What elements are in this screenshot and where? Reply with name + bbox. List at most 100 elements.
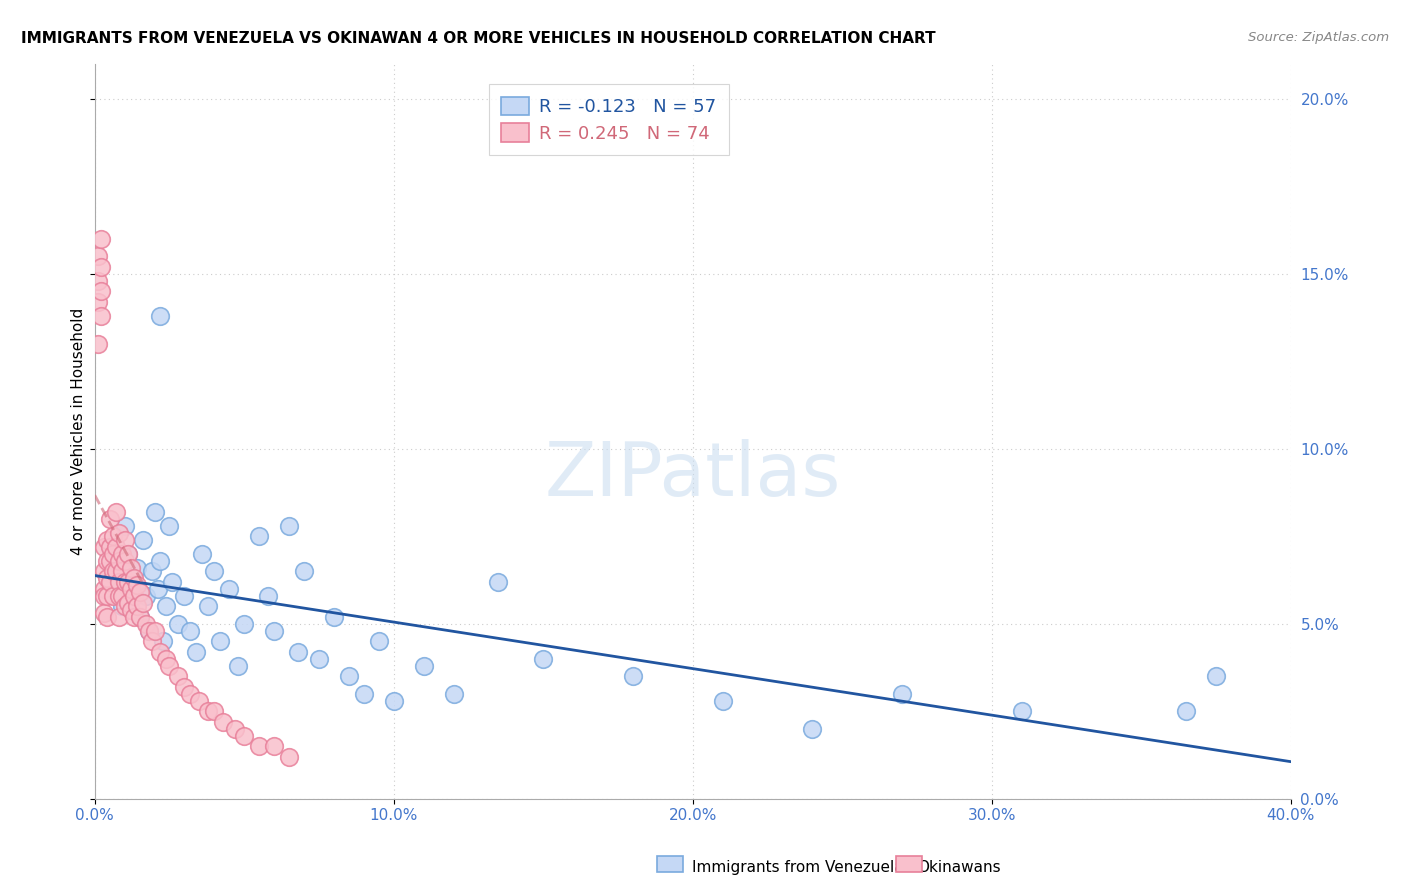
Point	[96, 571, 118, 585]
Point	[531, 652, 554, 666]
Point	[114, 574, 136, 589]
Point	[104, 554, 127, 568]
Point	[197, 599, 219, 614]
Point	[143, 624, 166, 638]
Point	[93, 589, 115, 603]
Point	[114, 571, 136, 585]
Point	[120, 582, 142, 596]
Point	[90, 285, 112, 299]
Point	[107, 610, 129, 624]
Point	[122, 589, 145, 603]
Text: Okinawans: Okinawans	[917, 861, 1001, 875]
Point	[90, 260, 112, 274]
Point	[167, 616, 190, 631]
Point	[128, 585, 150, 599]
Point	[486, 574, 509, 589]
Point	[197, 704, 219, 718]
Point	[117, 547, 139, 561]
Point	[114, 533, 136, 547]
Text: ZIPatlas: ZIPatlas	[544, 439, 841, 512]
Point	[292, 565, 315, 579]
Point	[93, 540, 115, 554]
Point	[111, 589, 134, 603]
Point	[135, 616, 157, 631]
Point	[141, 565, 163, 579]
Point	[224, 722, 246, 736]
Point	[114, 519, 136, 533]
Point	[152, 634, 174, 648]
Legend: R = -0.123   N = 57, R = 0.245   N = 74: R = -0.123 N = 57, R = 0.245 N = 74	[489, 84, 730, 155]
Point	[167, 669, 190, 683]
Point	[278, 749, 301, 764]
Point	[173, 589, 195, 603]
Point	[146, 582, 169, 596]
Point	[1205, 669, 1227, 683]
Point	[143, 505, 166, 519]
Point	[131, 533, 153, 547]
Point	[107, 554, 129, 568]
Point	[117, 547, 139, 561]
Point	[86, 274, 108, 288]
Point	[149, 645, 172, 659]
Point	[111, 547, 134, 561]
Point	[101, 529, 124, 543]
Point	[120, 574, 142, 589]
Point	[93, 565, 115, 579]
Point	[367, 634, 389, 648]
Point	[90, 309, 112, 323]
Point	[125, 599, 148, 614]
Point	[233, 729, 256, 743]
Point	[149, 309, 172, 323]
Text: Source: ZipAtlas.com: Source: ZipAtlas.com	[1249, 31, 1389, 45]
Point	[412, 658, 434, 673]
Point	[128, 610, 150, 624]
Point	[120, 561, 142, 575]
Point	[263, 739, 285, 754]
Point	[135, 589, 157, 603]
Point	[226, 658, 249, 673]
Point	[114, 599, 136, 614]
Point	[209, 634, 232, 648]
Point	[191, 547, 214, 561]
Point	[117, 574, 139, 589]
Point	[891, 687, 914, 701]
Point	[247, 529, 270, 543]
Point	[162, 574, 184, 589]
Point	[1011, 704, 1033, 718]
Text: IMMIGRANTS FROM VENEZUELA VS OKINAWAN 4 OR MORE VEHICLES IN HOUSEHOLD CORRELATIO: IMMIGRANTS FROM VENEZUELA VS OKINAWAN 4 …	[21, 31, 936, 46]
Point	[120, 603, 142, 617]
Point	[218, 582, 240, 596]
Point	[98, 540, 121, 554]
Point	[104, 565, 127, 579]
Point	[86, 295, 108, 310]
Point	[98, 574, 121, 589]
Point	[233, 616, 256, 631]
Point	[801, 722, 824, 736]
Point	[278, 519, 301, 533]
Point	[353, 687, 375, 701]
Point	[101, 565, 124, 579]
Point	[159, 658, 181, 673]
Point	[138, 624, 160, 638]
Point	[86, 250, 108, 264]
Point	[179, 624, 201, 638]
Point	[159, 519, 181, 533]
Point	[96, 533, 118, 547]
Point	[202, 565, 225, 579]
Point	[101, 565, 124, 579]
Point	[621, 669, 644, 683]
Point	[117, 596, 139, 610]
Point	[98, 540, 121, 554]
Point	[96, 610, 118, 624]
Point	[382, 694, 405, 708]
Point	[188, 694, 211, 708]
Point	[257, 589, 280, 603]
Point	[101, 547, 124, 561]
Point	[711, 694, 734, 708]
Point	[111, 565, 134, 579]
Point	[155, 599, 177, 614]
Point	[90, 232, 112, 246]
Point	[122, 589, 145, 603]
Y-axis label: 4 or more Vehicles in Household: 4 or more Vehicles in Household	[72, 308, 86, 555]
Point	[337, 669, 360, 683]
